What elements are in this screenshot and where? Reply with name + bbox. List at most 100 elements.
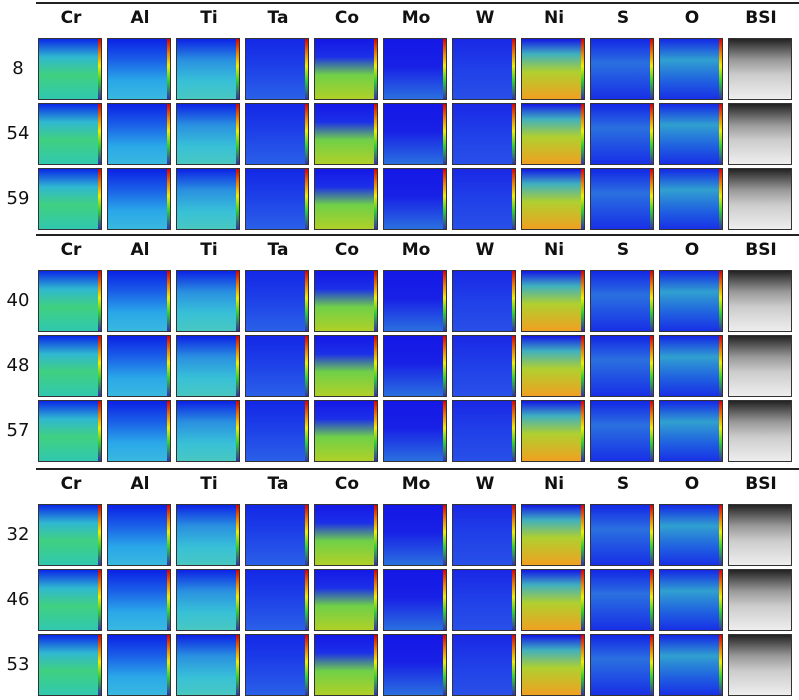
- element-map: [452, 168, 516, 230]
- column-label: Mo: [401, 240, 431, 260]
- column-label: Co: [334, 474, 360, 494]
- color-scale: [719, 39, 722, 99]
- row-label: 54: [6, 123, 30, 144]
- color-scale: [374, 39, 377, 99]
- element-map: [590, 634, 654, 696]
- element-map: [107, 634, 171, 696]
- element-map: [521, 103, 585, 165]
- column-label: Cr: [60, 240, 82, 260]
- element-map: [452, 400, 516, 462]
- element-map: [659, 634, 723, 696]
- color-scale: [305, 336, 308, 396]
- column-label: BSI: [745, 240, 777, 260]
- element-map: [176, 168, 240, 230]
- color-scale: [236, 271, 239, 331]
- separator: [36, 2, 799, 4]
- column-label: Mo: [401, 8, 431, 28]
- element-map: [728, 103, 792, 165]
- element-map: [383, 270, 447, 332]
- element-map: [590, 400, 654, 462]
- element-map: [314, 38, 378, 100]
- element-map: [38, 400, 102, 462]
- color-scale: [167, 505, 170, 565]
- element-map: [590, 103, 654, 165]
- element-map: [521, 634, 585, 696]
- column-label: Ni: [543, 8, 565, 28]
- column-label: BSI: [745, 8, 777, 28]
- element-map: [245, 103, 309, 165]
- element-map: [452, 38, 516, 100]
- element-map: [38, 168, 102, 230]
- column-label: O: [684, 474, 700, 494]
- column-label: Ta: [267, 8, 289, 28]
- column-label: S: [616, 240, 630, 260]
- element-map: [107, 569, 171, 631]
- color-scale: [581, 104, 584, 164]
- color-scale: [374, 104, 377, 164]
- element-map: [245, 569, 309, 631]
- color-scale: [443, 169, 446, 229]
- column-label: W: [475, 474, 495, 494]
- column-label: Co: [334, 240, 360, 260]
- color-scale: [167, 271, 170, 331]
- element-map: [38, 38, 102, 100]
- element-map: [176, 103, 240, 165]
- color-scale: [374, 401, 377, 461]
- color-scale: [512, 570, 515, 630]
- element-map: [176, 504, 240, 566]
- column-label: S: [616, 474, 630, 494]
- color-scale: [443, 401, 446, 461]
- color-scale: [305, 635, 308, 695]
- color-scale: [512, 336, 515, 396]
- element-map: [383, 335, 447, 397]
- color-scale: [305, 169, 308, 229]
- color-scale: [98, 570, 101, 630]
- color-scale: [650, 401, 653, 461]
- color-scale: [167, 336, 170, 396]
- column-label: Ni: [543, 240, 565, 260]
- color-scale: [581, 505, 584, 565]
- element-map: [38, 634, 102, 696]
- element-map: [107, 103, 171, 165]
- column-label: Mo: [401, 474, 431, 494]
- element-map: [728, 569, 792, 631]
- column-label: W: [475, 240, 495, 260]
- element-map: [590, 270, 654, 332]
- element-map: [314, 634, 378, 696]
- column-label: Al: [130, 474, 150, 494]
- column-label: Ta: [267, 474, 289, 494]
- row-label: 53: [6, 654, 30, 675]
- color-scale: [512, 401, 515, 461]
- row-label: 59: [6, 188, 30, 209]
- color-scale: [374, 570, 377, 630]
- element-map: [107, 504, 171, 566]
- color-scale: [236, 401, 239, 461]
- element-map: [176, 335, 240, 397]
- element-map: [521, 335, 585, 397]
- row-label: 46: [6, 589, 30, 610]
- element-map: [659, 400, 723, 462]
- element-map: [314, 400, 378, 462]
- element-map: [383, 504, 447, 566]
- color-scale: [236, 505, 239, 565]
- color-scale: [719, 570, 722, 630]
- element-map: [107, 168, 171, 230]
- color-scale: [236, 336, 239, 396]
- color-scale: [305, 505, 308, 565]
- color-scale: [443, 336, 446, 396]
- separator: [36, 468, 799, 470]
- element-map: [107, 38, 171, 100]
- color-scale: [581, 271, 584, 331]
- color-scale: [374, 169, 377, 229]
- column-label: O: [684, 240, 700, 260]
- color-scale: [98, 39, 101, 99]
- color-scale: [650, 336, 653, 396]
- color-scale: [98, 635, 101, 695]
- row-label: 40: [6, 290, 30, 311]
- element-map: [176, 400, 240, 462]
- color-scale: [374, 336, 377, 396]
- column-label: Ti: [200, 8, 218, 28]
- color-scale: [443, 271, 446, 331]
- element-map: [314, 103, 378, 165]
